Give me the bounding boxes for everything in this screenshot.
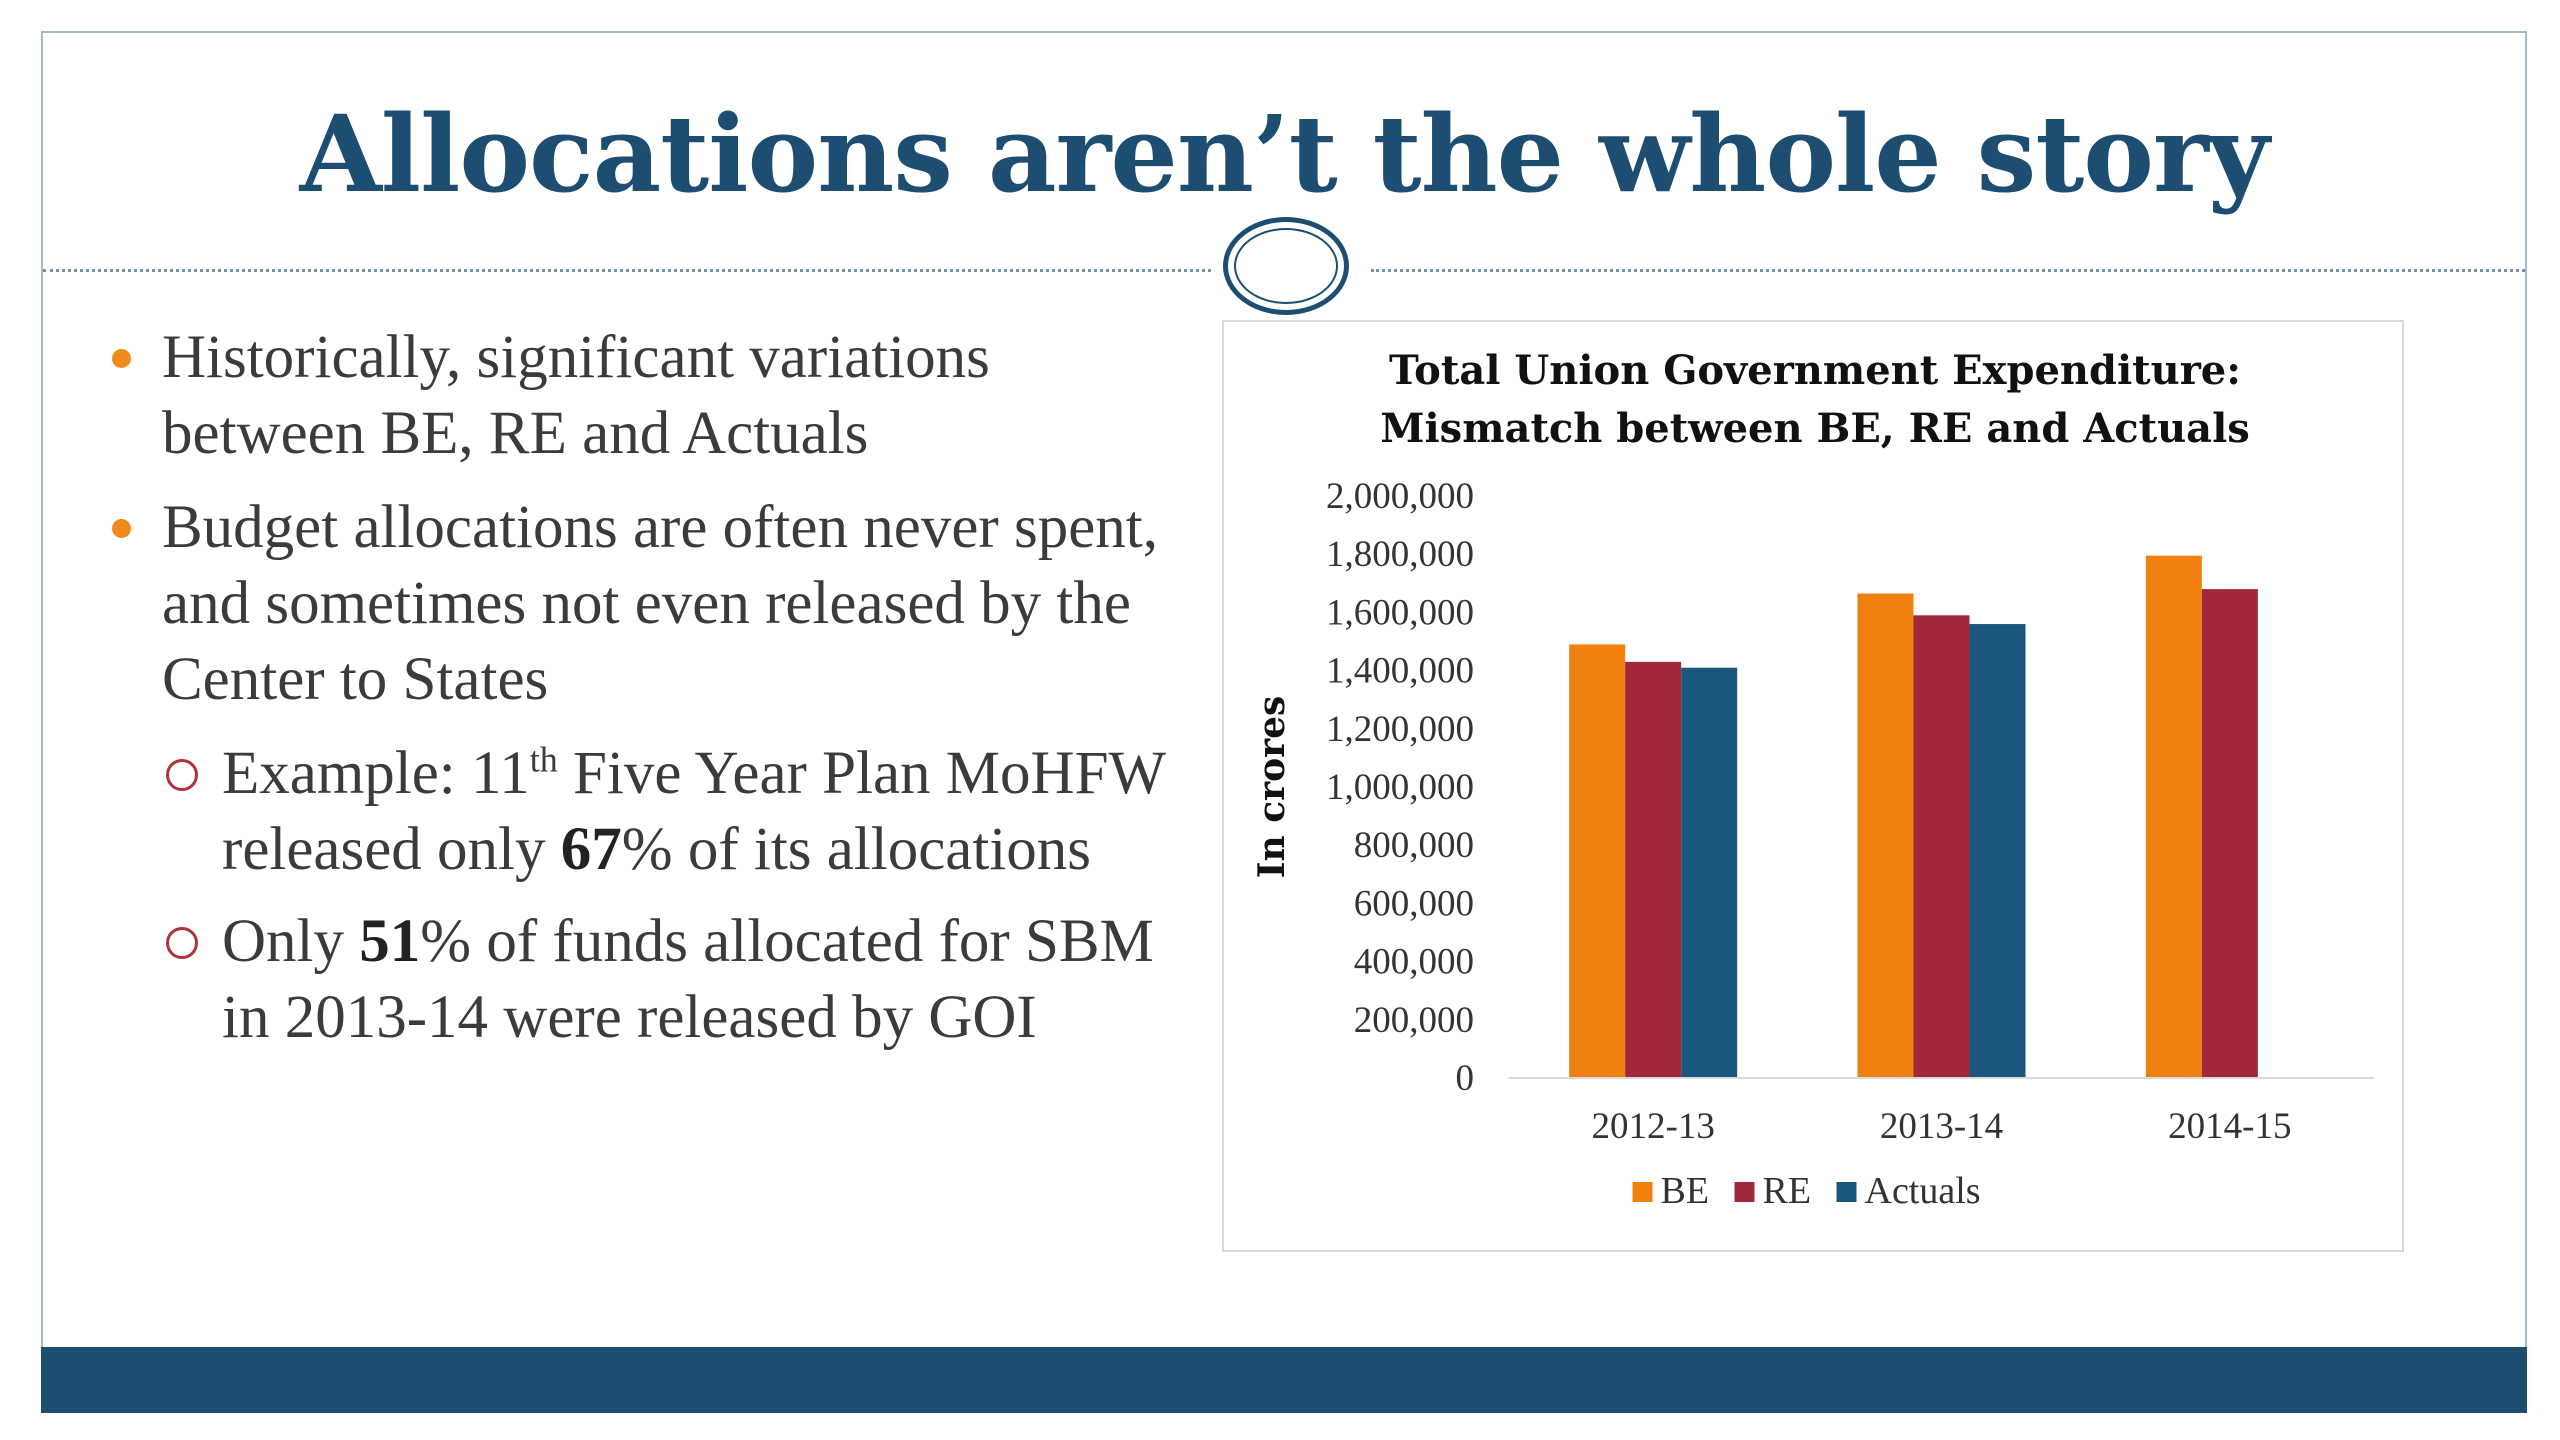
legend-swatch-actuals <box>1836 1182 1857 1202</box>
bar-be-2012-13 <box>1569 644 1626 1078</box>
x-tick-label: 2014-15 <box>2168 1106 2291 1147</box>
legend-label-re: RE <box>1763 1170 1812 1212</box>
bullet-item: Historically, significant variations bet… <box>100 320 1180 472</box>
y-tick-label: 600,000 <box>1354 883 1474 924</box>
bar-actuals-2012-13 <box>1681 667 1738 1078</box>
y-tick-label: 1,600,000 <box>1326 592 1474 633</box>
bar-actuals-2013-14 <box>1969 624 2026 1078</box>
sub-bullet-suffix: % of funds allocated for SBM in 2013-14 … <box>222 908 1154 1051</box>
percent-value: 67 <box>560 816 622 883</box>
bullet-dot-icon <box>112 349 131 368</box>
chart-container: Total Union Government Expenditure: Mism… <box>1222 320 2404 1252</box>
sub-bullet-prefix: Only <box>222 908 360 975</box>
bullet-dot-icon <box>112 519 131 538</box>
sub-bullet-suffix: % of its allocations <box>621 816 1092 883</box>
legend-label-actuals: Actuals <box>1865 1170 1981 1212</box>
bar-be-2013-14 <box>1857 593 1914 1078</box>
legend-swatch-re <box>1734 1182 1755 1202</box>
sub-bullet-item: Only 51% of funds allocated for SBM in 2… <box>100 904 1180 1056</box>
percent-value: 51 <box>359 908 421 975</box>
y-tick-label: 800,000 <box>1354 825 1474 866</box>
x-tick-label: 2013-14 <box>1880 1106 2003 1147</box>
legend-label-be: BE <box>1661 1170 1710 1212</box>
legend-swatch-be <box>1632 1182 1653 1202</box>
chart-subtitle: Mismatch between BE, RE and Actuals <box>1380 405 2250 452</box>
bullet-text: Budget allocations are often never spent… <box>162 494 1158 713</box>
footer-bar <box>41 1347 2527 1413</box>
sub-bullet-ring-icon <box>166 759 198 791</box>
y-axis-label: In crores <box>1251 696 1293 879</box>
bullet-item: Budget allocations are often never spent… <box>100 490 1180 718</box>
title-divider-left <box>43 269 1211 272</box>
slide-title: Allocations aren’t the whole story <box>299 91 2270 216</box>
bullet-list: Historically, significant variations bet… <box>100 320 1180 1072</box>
bar-be-2014-15 <box>2145 555 2202 1078</box>
sub-bullet-ring-icon <box>166 927 198 959</box>
y-tick-label: 1,200,000 <box>1326 709 1474 750</box>
y-tick-label: 1,000,000 <box>1326 767 1474 808</box>
y-tick-label: 2,000,000 <box>1326 476 1474 517</box>
x-tick-label: 2012-13 <box>1592 1106 1715 1147</box>
y-tick-label: 200,000 <box>1354 1000 1474 1041</box>
sub-bullet-middle: Five Year Plan MoHFW released only <box>222 740 1165 883</box>
bar-re-2013-14 <box>1913 615 1970 1078</box>
y-tick-label: 0 <box>1456 1058 1475 1099</box>
bullet-text: Historically, significant variations bet… <box>162 324 990 467</box>
bar-chart: Total Union Government Expenditure: Mism… <box>1251 347 2374 1212</box>
title-divider-right <box>1371 269 2525 272</box>
y-tick-label: 1,400,000 <box>1326 651 1474 692</box>
bar-re-2014-15 <box>2201 589 2258 1078</box>
y-tick-label: 1,800,000 <box>1326 534 1474 575</box>
ordinal-suffix: th <box>529 739 558 780</box>
sub-bullet-item: Example: 11th Five Year Plan MoHFW relea… <box>100 736 1180 888</box>
sub-bullet-prefix: Example: 11 <box>222 740 530 807</box>
bar-re-2012-13 <box>1625 661 1682 1078</box>
chart-title: Total Union Government Expenditure: <box>1389 347 2241 394</box>
oval-ornament-icon <box>1223 217 1349 315</box>
y-tick-label: 400,000 <box>1354 942 1474 983</box>
